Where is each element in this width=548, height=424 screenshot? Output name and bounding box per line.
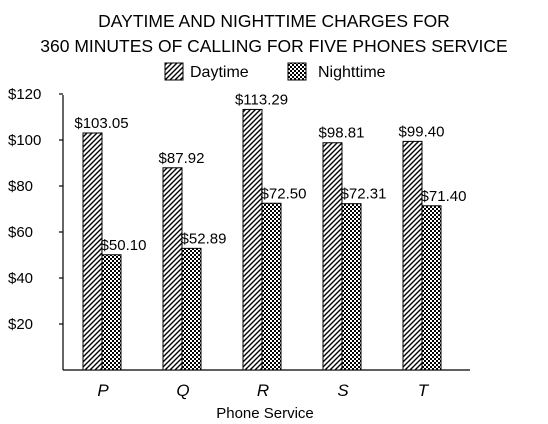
y-tick-label: $20: [8, 316, 33, 333]
category-label-t: T: [418, 381, 430, 400]
bar-nighttime-p: [101, 254, 122, 371]
data-label-daytime-q: $87.92: [159, 150, 205, 167]
y-ticks: $20 $40 $60 $80 $100 $120: [8, 86, 63, 333]
y-tick-label: $60: [8, 224, 33, 241]
bar-nighttime-r: [261, 202, 282, 371]
data-label-daytime-r: $113.29: [235, 91, 288, 108]
y-tick-label: $80: [8, 178, 33, 195]
y-tick-label: $120: [8, 86, 41, 103]
data-label-nighttime-q: $52.89: [181, 230, 227, 247]
data-label-daytime-t: $99.40: [399, 123, 445, 140]
legend-label-nighttime: Nighttime: [318, 64, 386, 81]
bar-daytime-s: [322, 142, 343, 371]
legend-label-daytime: Daytime: [190, 64, 249, 81]
legend-swatch-daytime: [164, 62, 184, 81]
bar-nighttime-s: [341, 203, 362, 371]
category-labels: P Q R S T: [97, 381, 429, 400]
bar-daytime-t: [402, 140, 423, 371]
data-labels: $103.05 $50.10 $87.92 $52.89 $113.29 $72.50 $9…: [74, 91, 466, 253]
data-label-daytime-p: $103.05: [74, 115, 128, 132]
category-label-p: P: [97, 381, 109, 400]
data-label-nighttime-p: $50.10: [101, 237, 147, 254]
category-label-r: R: [257, 381, 269, 400]
legend: Daytime Nighttime: [164, 62, 386, 81]
chart-title: DAYTIME AND NIGHTTIME CHARGES FOR: [98, 11, 450, 31]
bars: [82, 108, 442, 371]
data-label-nighttime-t: $71.40: [421, 188, 467, 205]
bar-daytime-q: [162, 167, 183, 371]
bar-nighttime-q: [181, 247, 202, 371]
category-label-q: Q: [176, 381, 189, 400]
bar-daytime-r: [242, 108, 263, 371]
y-tick-label: $100: [8, 132, 41, 149]
x-axis-label: Phone Service: [216, 405, 314, 422]
bar-daytime-p: [82, 132, 103, 371]
bar-nighttime-t: [421, 205, 442, 371]
data-label-nighttime-s: $72.31: [341, 186, 387, 203]
category-label-s: S: [337, 381, 349, 400]
chart-subtitle: 360 MINUTES OF CALLING FOR FIVE PHONES S…: [40, 36, 507, 56]
data-label-nighttime-r: $72.50: [261, 185, 307, 202]
legend-swatch-nighttime: [287, 62, 307, 81]
y-tick-label: $40: [8, 270, 33, 287]
data-label-daytime-s: $98.81: [319, 125, 365, 142]
